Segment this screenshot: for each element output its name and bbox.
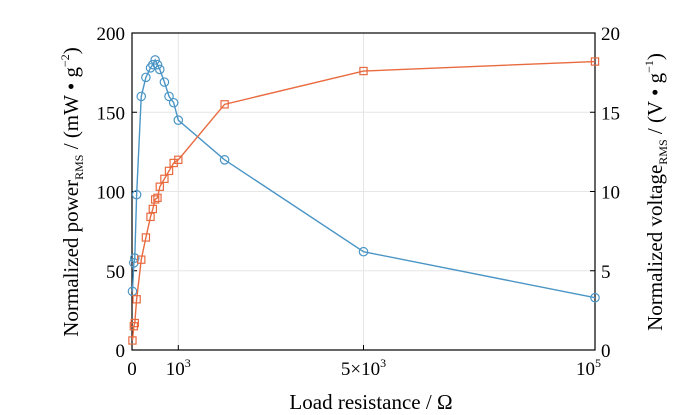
data-point [153, 193, 162, 203]
series-voltage [128, 57, 600, 345]
data-point [155, 182, 164, 191]
data-point [220, 100, 229, 109]
y-left-tick-label: 50 [106, 262, 125, 283]
x-tick-label: 0 [127, 359, 137, 380]
y-left-tick-label: 0 [116, 341, 126, 362]
y-axis-left-label: Normalized powerRMS / (mW • g−2) [58, 47, 86, 336]
data-point [164, 91, 174, 102]
data-point [164, 166, 174, 176]
data-point [146, 212, 155, 222]
data-point [141, 233, 151, 242]
data-point [130, 318, 139, 328]
data-point [159, 77, 170, 87]
data-point [137, 255, 146, 264]
y-left-tick-label: 200 [97, 24, 126, 45]
y-right-tick-label: 10 [601, 183, 620, 204]
y-right-tick-label: 5 [601, 262, 611, 283]
series-layer [127, 55, 600, 345]
data-point [358, 246, 369, 257]
y-right-tick-label: 15 [601, 103, 620, 124]
data-point [152, 59, 163, 70]
y-right-tick-label: 0 [601, 341, 611, 362]
data-point [168, 97, 179, 108]
data-point [141, 72, 151, 83]
data-point [150, 55, 160, 65]
data-point [129, 253, 140, 263]
x-tick-label: 103 [166, 356, 191, 380]
data-point [131, 189, 142, 200]
grid [131, 32, 596, 351]
data-point [160, 174, 169, 184]
data-point [148, 204, 158, 214]
data-point [128, 336, 137, 345]
y-axis-right-label: Normalized voltageRMS / (V • g−1) [642, 53, 670, 331]
data-point [132, 295, 141, 304]
data-point [590, 57, 600, 66]
data-point [174, 155, 183, 164]
x-axis-label: Load resistance / Ω [289, 390, 452, 414]
data-point [136, 91, 147, 102]
data-point [219, 155, 230, 165]
series-power [127, 55, 600, 303]
y-right-tick-label: 20 [601, 24, 620, 45]
data-point [173, 115, 184, 125]
y-left-tick-label: 100 [97, 183, 126, 204]
data-point [150, 195, 160, 204]
x-tick-label: 105 [576, 356, 601, 380]
x-tick-label: 5×103 [341, 356, 386, 380]
y-left-tick-label: 150 [97, 103, 126, 124]
data-point [359, 66, 368, 76]
data-point [590, 292, 600, 303]
data-point [148, 59, 158, 70]
data-point [154, 64, 165, 75]
